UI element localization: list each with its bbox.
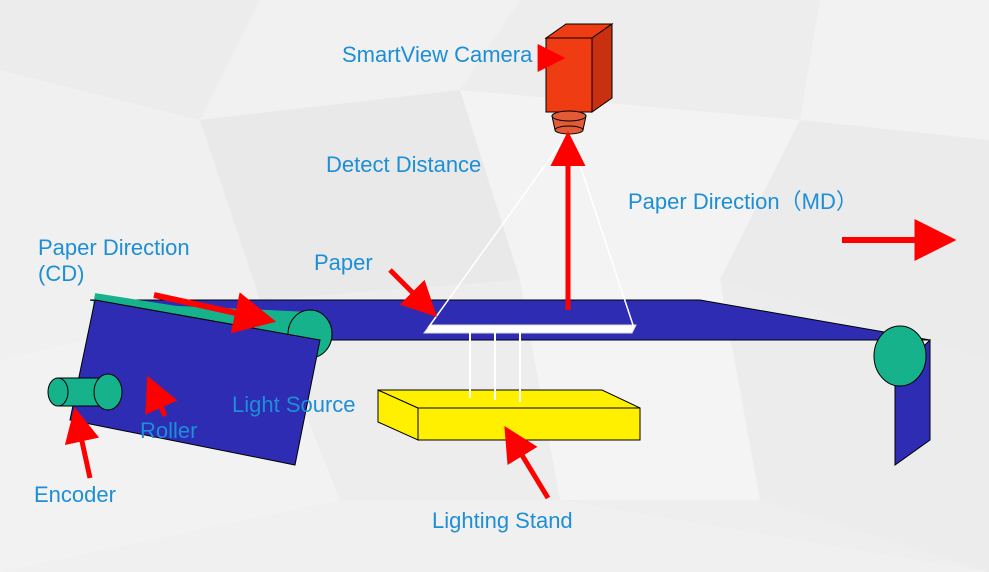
- label-lighting-stand: Lighting Stand: [432, 508, 573, 534]
- label-detect: Detect Distance: [326, 152, 481, 178]
- camera-front: [546, 38, 592, 112]
- bg-poly-3: [800, 0, 989, 140]
- camera-lens-bot: [555, 126, 583, 134]
- label-cd: Paper Direction (CD): [38, 235, 190, 287]
- label-light-source: Light Source: [232, 392, 356, 418]
- encoder-end: [48, 378, 68, 406]
- lightstand-front: [418, 408, 640, 440]
- encoder-mid: [94, 374, 122, 410]
- label-camera: SmartView Camera: [342, 42, 532, 68]
- label-paper: Paper: [314, 250, 373, 276]
- light-strip: [424, 325, 636, 333]
- label-encoder: Encoder: [34, 482, 116, 508]
- roller-right: [874, 326, 926, 386]
- label-md: Paper Direction（MD）: [628, 184, 858, 216]
- camera-side: [592, 24, 612, 112]
- lightstand-top: [378, 390, 640, 408]
- label-roller: Roller: [140, 418, 197, 444]
- camera-lens-top: [552, 111, 586, 121]
